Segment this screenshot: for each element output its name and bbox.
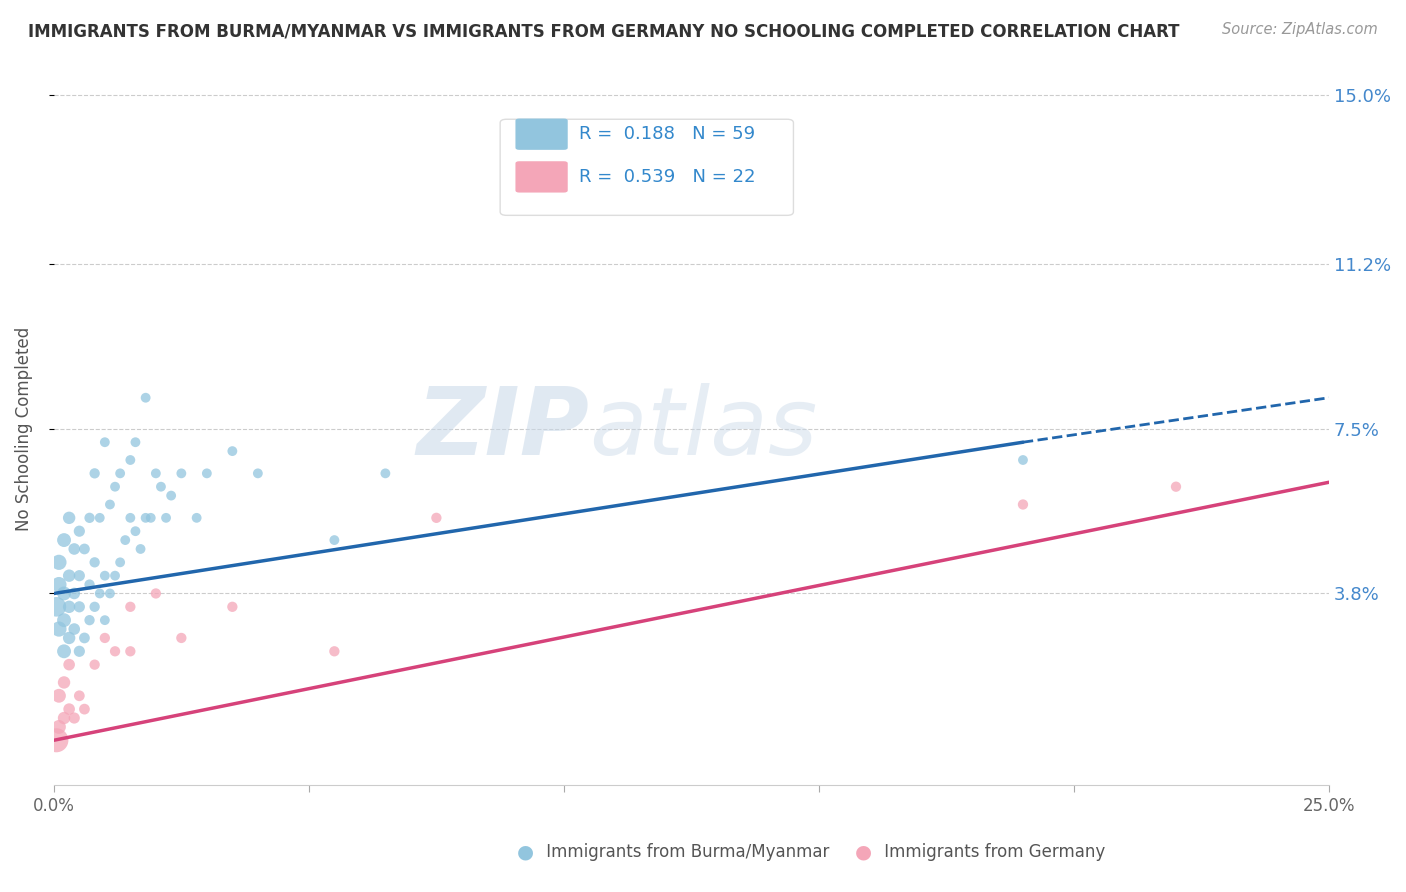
Point	[53, 675, 76, 690]
Point	[114, 533, 136, 547]
Point	[129, 541, 152, 556]
Point	[108, 555, 131, 569]
Point	[94, 435, 117, 450]
Point	[149, 480, 172, 494]
Point	[160, 489, 183, 503]
Point	[124, 524, 146, 538]
Point	[120, 644, 142, 658]
Point	[139, 511, 162, 525]
Point	[79, 577, 101, 591]
Point	[53, 613, 76, 627]
Point	[89, 586, 111, 600]
Point	[104, 644, 127, 658]
Text: ZIP: ZIP	[416, 383, 589, 475]
Text: R =  0.188   N = 59: R = 0.188 N = 59	[579, 125, 755, 144]
Point	[94, 631, 117, 645]
Point	[135, 511, 157, 525]
Point	[53, 586, 76, 600]
FancyBboxPatch shape	[516, 119, 568, 150]
Point	[155, 511, 177, 525]
Point	[374, 467, 396, 481]
Text: R =  0.539   N = 22: R = 0.539 N = 22	[579, 168, 755, 186]
Point	[120, 511, 142, 525]
Point	[170, 467, 193, 481]
Point	[120, 453, 142, 467]
Point	[48, 689, 70, 703]
Point	[83, 467, 105, 481]
Point	[48, 622, 70, 636]
Point	[104, 568, 127, 582]
Point	[108, 467, 131, 481]
Point	[1012, 498, 1035, 512]
Point	[170, 631, 193, 645]
Point	[94, 568, 117, 582]
Point	[186, 511, 208, 525]
Text: Source: ZipAtlas.com: Source: ZipAtlas.com	[1222, 22, 1378, 37]
Point	[73, 702, 96, 716]
Point	[67, 524, 90, 538]
Point	[124, 435, 146, 450]
Point	[221, 599, 243, 614]
Point	[53, 644, 76, 658]
Text: atlas: atlas	[589, 384, 818, 475]
Point	[67, 599, 90, 614]
Point	[145, 467, 167, 481]
Point	[67, 689, 90, 703]
Point	[425, 511, 447, 525]
Point	[48, 720, 70, 734]
Point	[63, 711, 86, 725]
Point	[98, 498, 121, 512]
Point	[135, 391, 157, 405]
Y-axis label: No Schooling Completed: No Schooling Completed	[15, 326, 32, 531]
Point	[323, 644, 346, 658]
FancyBboxPatch shape	[501, 120, 793, 215]
Point	[67, 644, 90, 658]
Point	[58, 511, 80, 525]
Point	[79, 613, 101, 627]
Point	[53, 533, 76, 547]
Text: IMMIGRANTS FROM BURMA/MYANMAR VS IMMIGRANTS FROM GERMANY NO SCHOOLING COMPLETED : IMMIGRANTS FROM BURMA/MYANMAR VS IMMIGRA…	[28, 22, 1180, 40]
Point	[58, 568, 80, 582]
Point	[48, 577, 70, 591]
Text: Immigrants from Burma/Myanmar: Immigrants from Burma/Myanmar	[541, 843, 830, 861]
Point	[48, 555, 70, 569]
Point	[89, 511, 111, 525]
Point	[94, 613, 117, 627]
Point	[145, 586, 167, 600]
Point	[58, 657, 80, 672]
Point	[120, 599, 142, 614]
Point	[323, 533, 346, 547]
Point	[83, 599, 105, 614]
Point	[79, 511, 101, 525]
Point	[67, 568, 90, 582]
Point	[73, 631, 96, 645]
Point	[83, 555, 105, 569]
Point	[195, 467, 218, 481]
Point	[58, 599, 80, 614]
Text: ●: ●	[517, 842, 534, 862]
Point	[1164, 480, 1187, 494]
Point	[83, 657, 105, 672]
Point	[45, 733, 67, 747]
Point	[58, 631, 80, 645]
Point	[53, 711, 76, 725]
Point	[63, 586, 86, 600]
Point	[63, 622, 86, 636]
Text: ●: ●	[855, 842, 872, 862]
Point	[221, 444, 243, 458]
Point	[1012, 453, 1035, 467]
Point	[58, 702, 80, 716]
Point	[73, 541, 96, 556]
Point	[246, 467, 269, 481]
Point	[45, 599, 67, 614]
FancyBboxPatch shape	[516, 161, 568, 193]
Point	[63, 541, 86, 556]
Point	[98, 586, 121, 600]
Point	[104, 480, 127, 494]
Text: Immigrants from Germany: Immigrants from Germany	[879, 843, 1105, 861]
